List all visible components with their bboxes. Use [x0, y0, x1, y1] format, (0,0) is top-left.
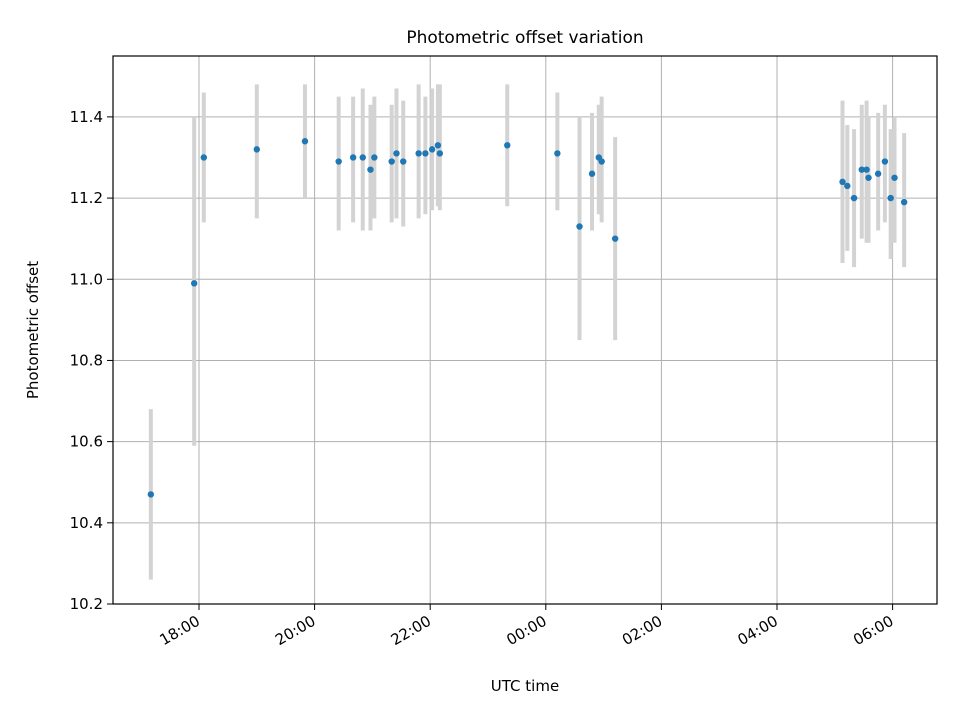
data-point	[554, 150, 561, 157]
x-tick-label: 00:00	[503, 612, 549, 649]
data-point	[900, 198, 908, 206]
x-tick-label: 22:00	[388, 612, 434, 649]
data-point	[839, 178, 846, 186]
x-axis-label: UTC time	[491, 677, 559, 695]
data-point	[863, 166, 870, 173]
data-points	[147, 138, 908, 498]
data-point	[434, 142, 442, 149]
y-tick-label: 10.2	[70, 595, 103, 613]
data-point	[887, 194, 894, 202]
data-point	[611, 235, 619, 242]
data-point	[415, 150, 422, 157]
data-point	[147, 491, 155, 498]
data-point	[393, 150, 400, 157]
data-point	[367, 166, 374, 173]
data-point	[891, 174, 898, 181]
plot-frame	[112, 55, 938, 605]
data-point	[858, 166, 865, 173]
data-point	[371, 154, 378, 161]
y-tick-label: 10.6	[70, 433, 103, 451]
data-point	[335, 158, 342, 165]
y-axis-ticks: 10.2 10.4 10.6 10.8 11.0 11.2 11.4	[70, 108, 113, 613]
data-point	[504, 142, 511, 149]
chart-title: Photometric offset variation	[406, 28, 643, 48]
data-point	[388, 158, 395, 165]
data-point	[253, 146, 260, 153]
data-point	[436, 150, 444, 157]
error-bars	[148, 84, 907, 580]
data-point	[865, 174, 872, 181]
data-point	[190, 280, 198, 287]
data-point	[850, 194, 858, 202]
x-tick-label: 20:00	[272, 612, 318, 649]
data-point	[359, 154, 366, 161]
data-point	[844, 182, 851, 190]
x-tick-label: 02:00	[619, 612, 665, 649]
y-axis-label: Photometric offset	[24, 261, 42, 399]
x-tick-label: 18:00	[157, 612, 203, 649]
y-tick-label: 11.2	[70, 189, 103, 207]
data-point	[301, 138, 309, 145]
grid	[113, 56, 937, 605]
data-point	[588, 170, 596, 177]
x-axis-ticks: 18:00 20:00 22:00 00:00 02:00 04:00 06:00	[157, 604, 897, 649]
y-tick-label: 10.4	[70, 514, 103, 532]
data-point	[874, 170, 882, 177]
data-point	[576, 223, 583, 230]
y-tick-label: 11.4	[70, 108, 103, 126]
data-point	[349, 154, 357, 161]
data-point	[881, 158, 889, 165]
data-point	[400, 158, 407, 165]
data-point	[428, 146, 436, 153]
data-point	[598, 158, 605, 165]
x-tick-label: 06:00	[850, 612, 896, 649]
data-point	[422, 150, 429, 157]
y-tick-label: 11.0	[70, 270, 103, 288]
data-point	[200, 154, 208, 161]
y-tick-label: 10.8	[70, 351, 103, 369]
x-tick-label: 04:00	[735, 612, 781, 649]
